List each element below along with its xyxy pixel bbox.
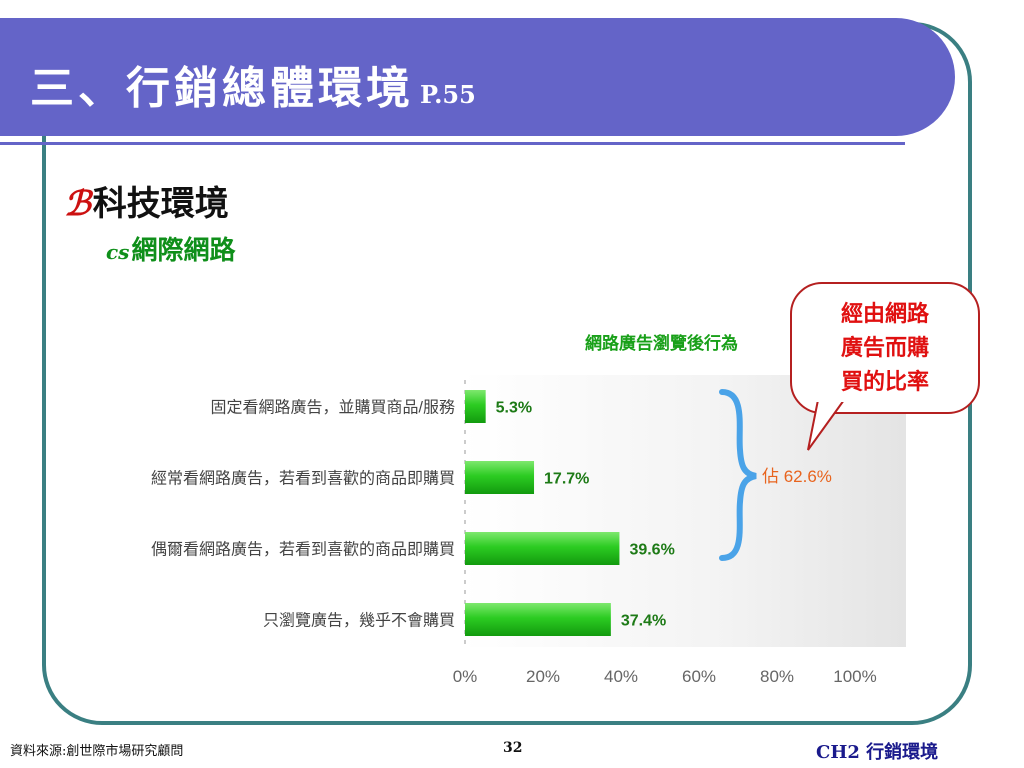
- footer-chapter: CH2 行銷環境: [816, 742, 939, 763]
- callout-line-1: 經由網路: [840, 301, 929, 327]
- category-label-1: 固定看網路廣告，並購買商品/服務: [211, 399, 455, 417]
- plot-area: [462, 375, 906, 647]
- page-number: 32: [503, 740, 523, 756]
- value-label-4: 37.4%: [621, 613, 666, 630]
- bar-4: [465, 603, 611, 636]
- callout-bubble: 經由網路 廣告而購 買的比率: [790, 282, 980, 414]
- page-reference: P.55: [420, 80, 476, 109]
- chart-title: 網路廣告瀏覽後行為: [585, 333, 738, 353]
- value-label-3: 39.6%: [629, 542, 674, 559]
- value-label-2: 17.7%: [544, 471, 589, 488]
- bar-3: [465, 532, 620, 565]
- bar-2: [465, 461, 535, 494]
- bullet-internet-label: 網際網路: [131, 236, 236, 266]
- bullet-technology-label: 科技環境: [92, 184, 229, 224]
- category-label-2: 經常看網路廣告，若看到喜歡的商品即購買: [151, 470, 455, 488]
- value-label-1: 5.3%: [496, 400, 532, 417]
- x-tick-label-2: 20%: [526, 667, 560, 686]
- title-rule: [0, 142, 905, 145]
- bracket-icon: [719, 389, 757, 561]
- title-band: [0, 18, 955, 136]
- bullet-mark-icon: ℬ: [64, 184, 91, 224]
- category-label-4: 只瀏覽廣告，幾乎不會購買: [263, 612, 455, 630]
- footer-source: 資料來源:創世際市場研究顧問: [10, 744, 184, 759]
- chart-annotation: 佔 62.6%: [762, 467, 832, 486]
- callout-line-3: 買的比率: [840, 369, 929, 395]
- sub-bullet-mark-icon: cs: [106, 240, 130, 264]
- category-label-3: 偶爾看網路廣告，若看到喜歡的商品即購買: [151, 541, 455, 559]
- slide-title: 三、行銷總體環境 P.55: [30, 52, 476, 116]
- x-tick-label-4: 60%: [682, 667, 716, 686]
- bullet-internet: cs網際網路: [106, 230, 235, 267]
- x-tick-label-3: 40%: [604, 667, 638, 686]
- slide-title-text: 三、行銷總體環境: [30, 63, 414, 114]
- x-tick-label-1: 0%: [453, 667, 478, 686]
- x-tick-label-6: 100%: [833, 667, 876, 686]
- callout-tail-icon: [807, 398, 846, 451]
- bar-1: [465, 390, 486, 423]
- x-tick-label-5: 80%: [760, 667, 794, 686]
- callout-line-2: 廣告而購: [840, 335, 929, 361]
- bullet-technology: ℬ科技環境: [64, 176, 229, 225]
